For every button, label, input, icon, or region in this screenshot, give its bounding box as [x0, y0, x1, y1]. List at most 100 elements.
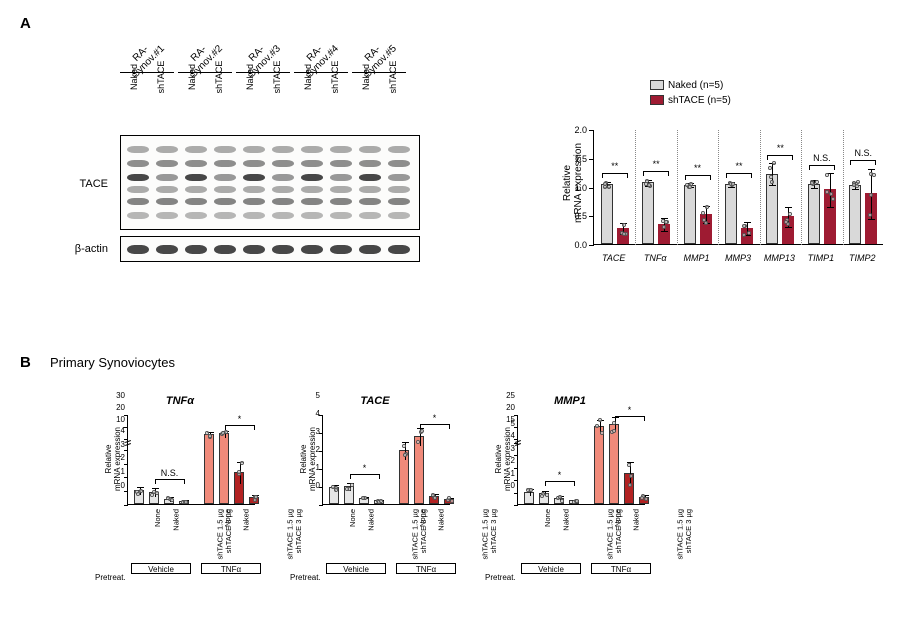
significance-label: **: [611, 161, 618, 171]
bar: [219, 433, 229, 504]
y-tick-label: 1: [101, 467, 125, 476]
bar-naked: [849, 185, 861, 244]
blot-band: [388, 212, 410, 219]
significance-label: *: [558, 470, 562, 480]
panel-b-chart-tace: TACE**Relative mRNA expression012345None…: [290, 395, 460, 595]
blot-band: [359, 146, 381, 153]
blot-tace-box: — 240— 140— 100: [120, 135, 420, 230]
y-tick-label: 1.0: [557, 183, 587, 193]
panel-b-title: Primary Synoviocytes: [50, 355, 175, 370]
x-condition-label: None: [418, 509, 427, 527]
pretreat-group: TNFα: [396, 563, 456, 574]
chart-plot: N.S. *: [127, 415, 255, 505]
blot-band: [359, 212, 381, 219]
pretreat-label: Pretreat.: [95, 573, 126, 582]
bar-naked: [601, 184, 613, 244]
significance-label: *: [363, 463, 367, 473]
significance-label: N.S.: [813, 153, 831, 163]
pretreat-group: Vehicle: [131, 563, 191, 574]
y-tick-label: 3: [101, 440, 125, 449]
x-condition-label: None: [223, 509, 232, 527]
x-condition-label: None: [543, 509, 552, 527]
blot-band: [301, 146, 323, 153]
blot-band: [214, 198, 236, 205]
blot-band: [388, 160, 410, 167]
blot-band: [214, 186, 236, 193]
pretreat-group: Vehicle: [521, 563, 581, 574]
blot-band: [359, 245, 381, 254]
significance-label: N.S.: [161, 468, 179, 478]
x-condition-label: None: [613, 509, 622, 527]
x-gene-label: MMP1: [684, 253, 710, 263]
x-gene-label: TIMP2: [849, 253, 876, 263]
pretreat-label: Pretreat.: [290, 573, 321, 582]
x-condition-label: Naked: [437, 509, 446, 531]
blot-band: [330, 174, 352, 181]
blot-band: [185, 146, 207, 153]
chart-a-plot: 0.00.51.01.52.0**********N.S.N.S.: [593, 130, 883, 245]
bar-naked: [808, 184, 820, 244]
significance-label: **: [694, 163, 701, 173]
blot-band: [185, 174, 207, 181]
panel-b-label: B: [20, 354, 31, 371]
lane-sublabel: shTACE: [214, 52, 224, 102]
y-tick-label: 15: [491, 415, 515, 424]
pretreat-label: Pretreat.: [485, 573, 516, 582]
blot-band: [127, 186, 149, 193]
legend-naked: Naked (n=5): [650, 80, 723, 91]
blot-band: [127, 212, 149, 219]
legend-label-naked: Naked (n=5): [668, 80, 723, 91]
blot-band: [127, 245, 149, 254]
x-condition-label: Naked: [632, 509, 641, 531]
panel-b-chart-mmp1: MMP1**Relative mRNA expression0123451520…: [485, 395, 655, 595]
blot-band: [272, 174, 294, 181]
legend-box-sh: [650, 95, 664, 105]
blot-band: [214, 160, 236, 167]
y-tick-label: 0: [491, 481, 515, 490]
significance-label: *: [238, 414, 242, 424]
y-tick-label: 3: [296, 427, 320, 436]
blot-band: [272, 146, 294, 153]
x-condition-label: Naked: [562, 509, 571, 531]
y-tick-label: 2: [296, 445, 320, 454]
blot-band: [185, 160, 207, 167]
significance-label: *: [433, 413, 437, 423]
blot-band: [156, 160, 178, 167]
blot-band: [388, 146, 410, 153]
y-tick-label: 2: [491, 456, 515, 465]
lane-sublabel: Naked: [245, 52, 255, 102]
chart-plot: **: [517, 415, 645, 505]
blot-band: [330, 198, 352, 205]
x-condition-label: None: [153, 509, 162, 527]
legend-box-naked: [650, 80, 664, 90]
blot-band: [214, 212, 236, 219]
y-tick-label: 2.0: [557, 125, 587, 135]
panel-b-chart-tnfα: TNFαN.S.*Relative mRNA expression0123410…: [95, 395, 265, 595]
blot-band: [359, 160, 381, 167]
y-tick-label: 4: [296, 409, 320, 418]
blot-band: [243, 160, 265, 167]
blot-band: [214, 245, 236, 254]
y-tick-label: 4: [491, 431, 515, 440]
y-tick-label: 0: [296, 481, 320, 490]
y-tick-label: 5: [296, 391, 320, 400]
panel-a-label: A: [20, 15, 31, 32]
panel-a-barchart: Naked (n=5) shTACE (n=5) Relative mRNA e…: [555, 90, 895, 280]
bar-naked: [684, 185, 696, 244]
x-gene-label: TACE: [602, 253, 625, 263]
significance-label: *: [628, 405, 632, 415]
x-condition-label: None: [348, 509, 357, 527]
significance-label: N.S.: [855, 148, 873, 158]
blot-band: [185, 212, 207, 219]
blot-band: [388, 174, 410, 181]
bar-naked: [725, 184, 737, 244]
blot-band: [156, 146, 178, 153]
blot-band: [272, 186, 294, 193]
blot-band: [301, 245, 323, 254]
blot-band: [330, 160, 352, 167]
blot-band: [388, 245, 410, 254]
blot-band: [243, 198, 265, 205]
legend-label-sh: shTACE (n=5): [668, 95, 731, 106]
blot-row-label-actin: β-actin: [58, 243, 108, 255]
blot-band: [359, 174, 381, 181]
